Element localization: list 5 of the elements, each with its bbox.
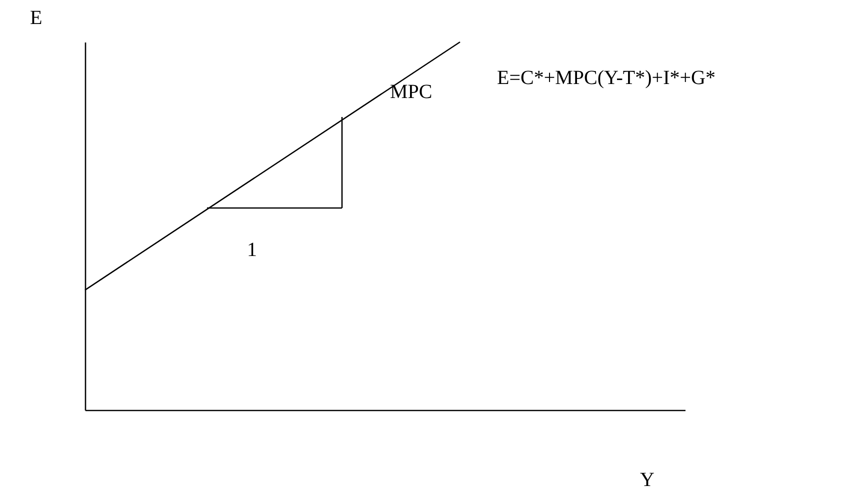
annotation: 1 [247, 239, 257, 261]
annotation: E=C*+MPC(Y-T*)+I*+G* [497, 67, 716, 89]
annotation: MPC [390, 81, 432, 103]
y-axis-title: E [30, 7, 42, 29]
x-axis-title: Y [640, 469, 654, 491]
